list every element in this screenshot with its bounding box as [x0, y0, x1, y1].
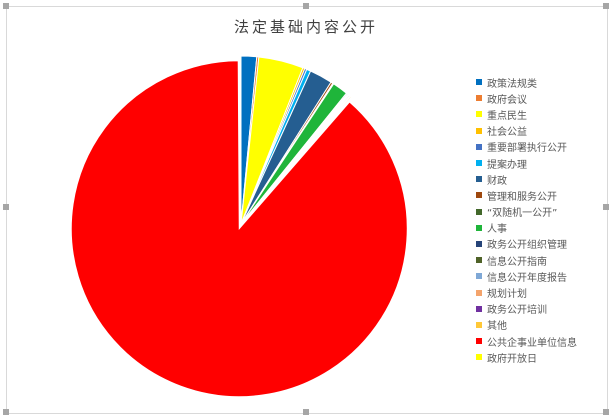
legend-item[interactable]: 提案办理: [476, 155, 577, 171]
legend-swatch: [476, 111, 482, 118]
legend-label: 重要部署执行公开: [487, 143, 567, 155]
legend-item[interactable]: 信息公开年度报告: [476, 268, 577, 284]
legend-label: 政府会议: [487, 94, 527, 106]
legend-label: 人事: [487, 224, 507, 236]
legend-item[interactable]: 政策法规类: [476, 74, 577, 90]
legend-swatch: [476, 160, 482, 167]
legend-item[interactable]: 信息公开指南: [476, 252, 577, 268]
legend-item[interactable]: 管理和服务公开: [476, 187, 577, 203]
resize-handle[interactable]: [303, 409, 309, 415]
legend-item[interactable]: 人事: [476, 220, 577, 236]
legend-item[interactable]: 社会公益: [476, 123, 577, 139]
legend-swatch: [476, 192, 482, 199]
legend-label: 政策法规类: [487, 78, 537, 90]
resize-handle[interactable]: [603, 409, 609, 415]
legend-swatch: [476, 338, 482, 345]
resize-handle[interactable]: [303, 3, 309, 9]
legend-swatch: [476, 257, 482, 264]
legend-swatch: [476, 289, 482, 296]
legend-item[interactable]: 政务公开组织管理: [476, 236, 577, 252]
legend-swatch: [476, 224, 482, 231]
legend-item[interactable]: 重点民生: [476, 106, 577, 122]
legend-swatch: [476, 143, 482, 150]
legend-swatch: [476, 354, 482, 361]
legend-label: “双随机一公开”: [487, 208, 558, 220]
legend-item[interactable]: 政务公开培训: [476, 301, 577, 317]
legend-swatch: [476, 127, 482, 134]
legend-swatch: [476, 208, 482, 215]
legend-item[interactable]: 政府会议: [476, 90, 577, 106]
resize-handle[interactable]: [3, 409, 9, 415]
legend-label: 管理和服务公开: [487, 191, 557, 203]
legend-item[interactable]: 重要部署执行公开: [476, 139, 577, 155]
legend-label: 社会公益: [487, 127, 527, 139]
legend-label: 信息公开指南: [487, 256, 547, 268]
pie-slice[interactable]: [70, 60, 408, 398]
legend-item[interactable]: “双随机一公开”: [476, 204, 577, 220]
legend-swatch: [476, 321, 482, 328]
legend: 政策法规类政府会议重点民生社会公益重要部署执行公开 提案办理财政管理和服务公开 “双…: [476, 74, 577, 365]
legend-item[interactable]: 规划计划: [476, 284, 577, 300]
pie-slice[interactable]: [239, 55, 242, 225]
legend-label: 政务公开组织管理: [487, 240, 567, 252]
legend-label: 财政: [487, 175, 507, 187]
resize-handle[interactable]: [3, 204, 9, 210]
chart-title: 法定基础内容公开: [233, 18, 378, 36]
legend-label: 公共企事业单位信息: [487, 337, 577, 349]
legend-swatch: [476, 79, 482, 86]
legend-label: 其他: [487, 321, 507, 333]
legend-label: 政务公开培训: [487, 305, 547, 317]
pie-slice[interactable]: [240, 95, 353, 225]
legend-label: 提案办理: [487, 159, 527, 171]
legend-swatch: [476, 176, 482, 183]
resize-handle[interactable]: [603, 3, 609, 9]
resize-handle[interactable]: [603, 204, 609, 210]
legend-item[interactable]: 其他: [476, 317, 577, 333]
legend-label: 政府开放日: [487, 353, 537, 365]
legend-swatch: [476, 240, 482, 247]
legend-swatch: [476, 95, 482, 102]
legend-item[interactable]: 财政: [476, 171, 577, 187]
legend-item[interactable]: 政府开放日: [476, 349, 577, 365]
legend-swatch: [476, 305, 482, 312]
legend-item[interactable]: 公共企事业单位信息: [476, 333, 577, 349]
legend-label: 规划计划: [487, 289, 527, 301]
legend-label: 信息公开年度报告: [487, 272, 567, 284]
resize-handle[interactable]: [3, 3, 9, 9]
legend-label: 重点民生: [487, 110, 527, 122]
legend-swatch: [476, 273, 482, 280]
